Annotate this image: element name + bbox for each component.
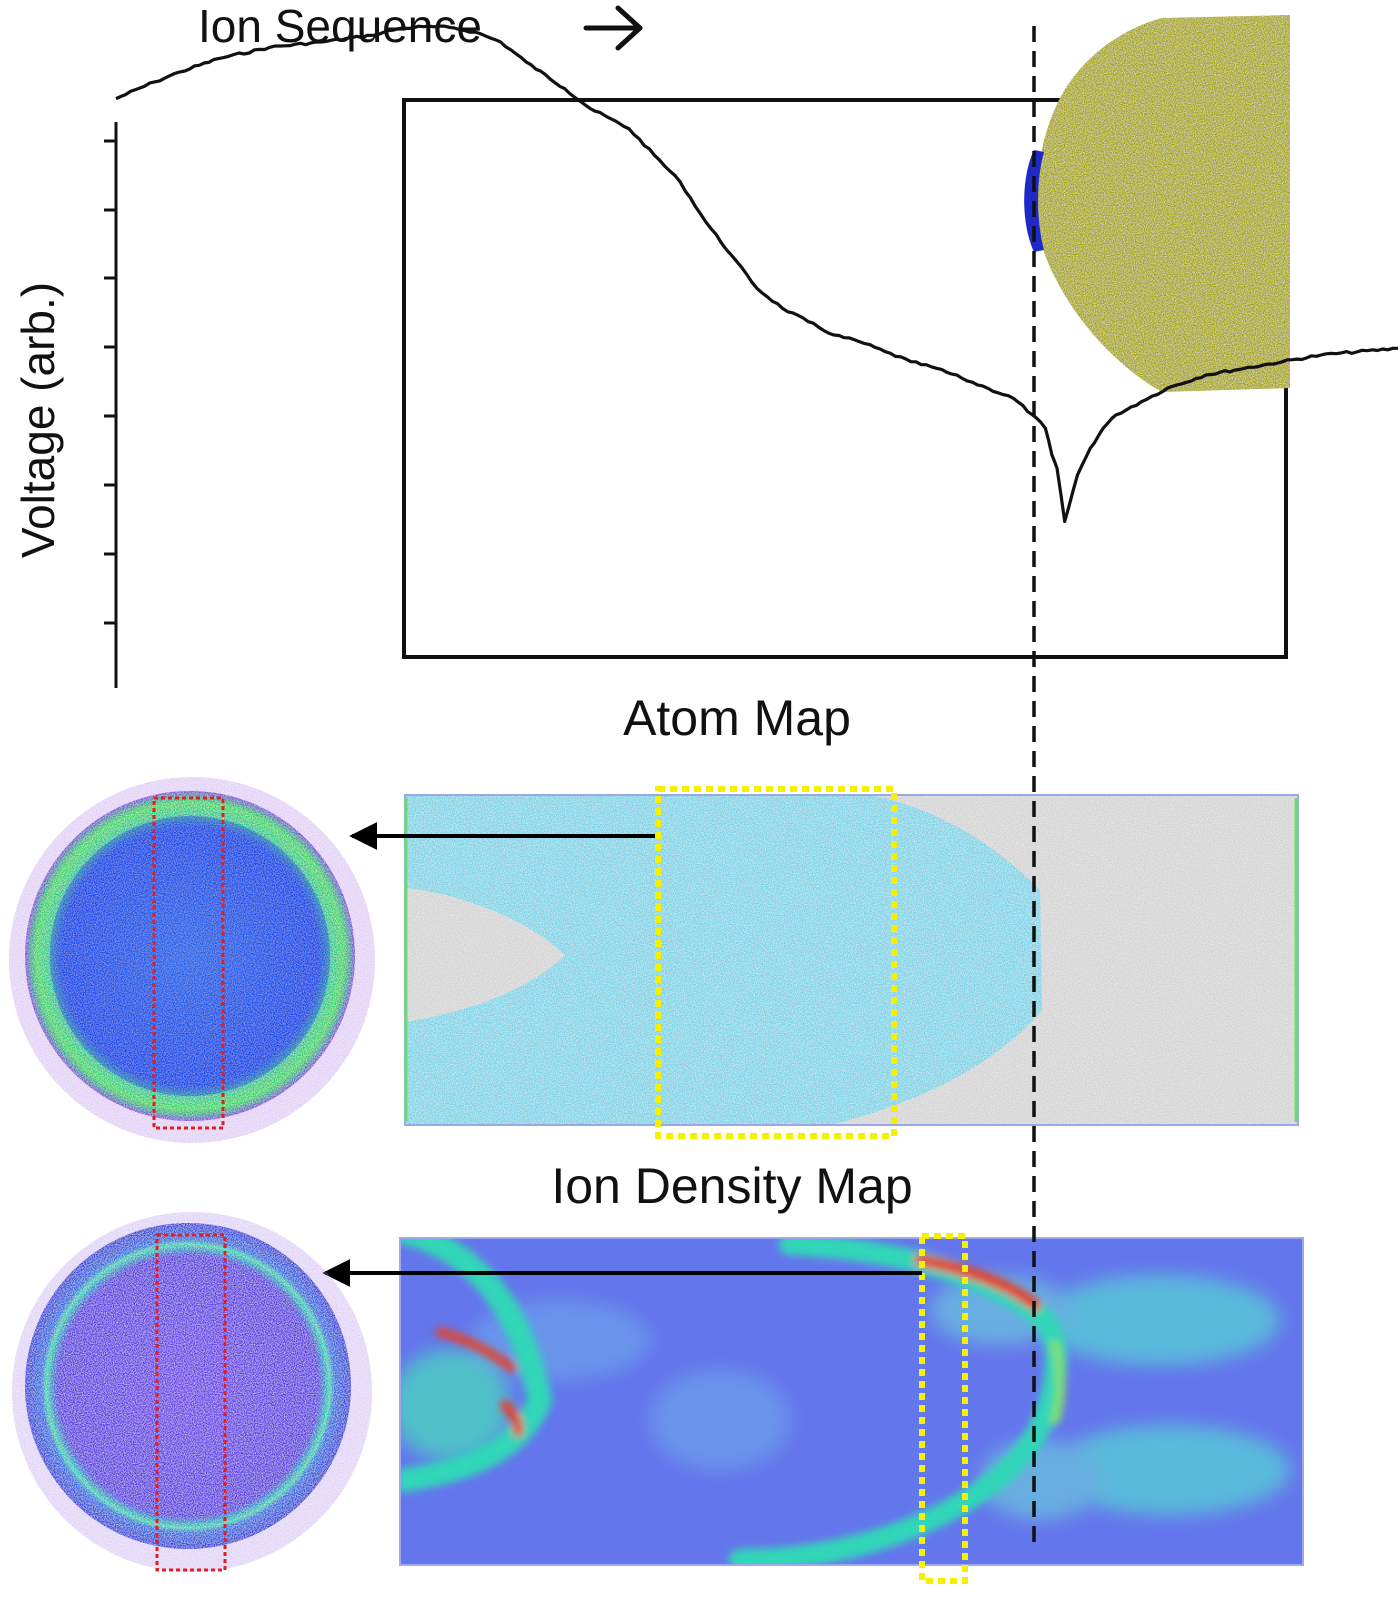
atom-disc-slice-box bbox=[152, 796, 225, 1130]
voltage-trace bbox=[115, 24, 1398, 524]
atom-map-grey-inclusion bbox=[405, 888, 565, 1022]
atom-map bbox=[405, 795, 1298, 1125]
ion-density-map bbox=[400, 1238, 1303, 1565]
voltage-axis bbox=[104, 122, 118, 688]
ion-density-highlight-box bbox=[919, 1233, 968, 1584]
ion-density-cross-section-disc bbox=[12, 1212, 372, 1572]
atom-map-cross-section-disc bbox=[9, 777, 375, 1143]
voltage-axis-label: Voltage (arb.) bbox=[12, 282, 64, 558]
atom-map-title: Atom Map bbox=[623, 690, 851, 746]
atom-map-cyan-region bbox=[405, 795, 1042, 1125]
ion-density-map-frame bbox=[399, 1237, 1304, 1566]
ion-sequence-arrow-icon bbox=[583, 5, 643, 51]
ion-density-map-title: Ion Density Map bbox=[551, 1158, 912, 1214]
atom-map-highlight-box bbox=[655, 786, 897, 1139]
reconstructed-tip bbox=[1024, 15, 1290, 392]
ion-disc-slice-box bbox=[155, 1233, 227, 1572]
